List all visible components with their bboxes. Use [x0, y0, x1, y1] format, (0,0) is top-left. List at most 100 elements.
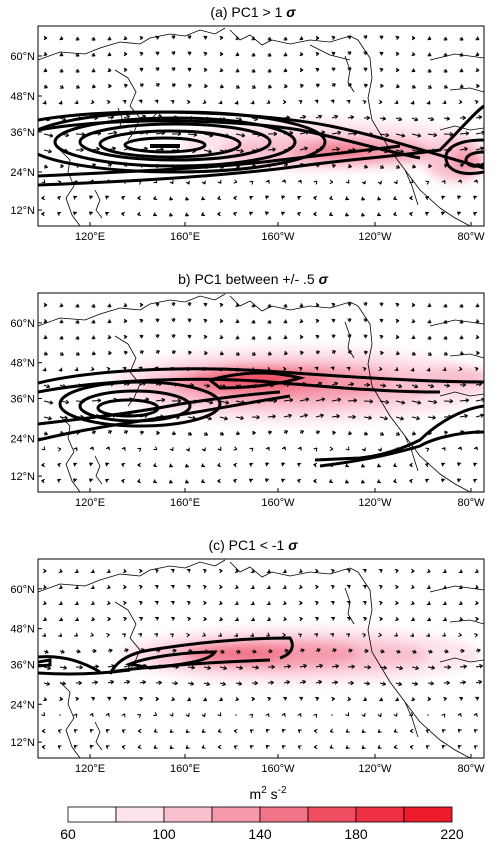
wind-vector [234, 746, 237, 749]
wind-vector [220, 303, 223, 307]
wind-vector [186, 745, 189, 748]
wind-vector [236, 682, 242, 686]
wind-vector [187, 586, 190, 589]
wind-vector [204, 303, 207, 306]
wind-vector [362, 213, 365, 216]
wind-vector [108, 335, 111, 338]
colorbar-cell [116, 807, 164, 822]
wind-vector [362, 464, 365, 467]
wind-vector [203, 601, 206, 605]
wind-vector [204, 335, 207, 339]
wind-vector [299, 569, 302, 572]
wind-vector [106, 730, 109, 733]
wind-vector [90, 633, 93, 636]
wind-vector [172, 319, 175, 322]
wind-vector [442, 448, 445, 451]
wind-vector [140, 68, 143, 71]
lat-label: 60°N [10, 584, 35, 596]
wind-vector [187, 569, 190, 572]
lat-label: 48°N [10, 358, 35, 370]
wind-vector [363, 569, 366, 572]
wind-vector [60, 336, 63, 339]
wind-vector [91, 585, 94, 588]
wind-vector [316, 36, 319, 40]
wind-vector [298, 447, 301, 450]
wind-vector [123, 601, 126, 605]
wind-vector [124, 52, 127, 56]
wind-vector [204, 432, 208, 435]
lon-label: 80°W [457, 497, 485, 509]
lon-label: 80°W [457, 763, 485, 775]
wind-vector [108, 617, 111, 621]
lon-label: 80°W [457, 231, 485, 243]
wind-vector [283, 569, 286, 572]
wind-vector [108, 52, 111, 55]
wind-vector [412, 117, 418, 120]
wind-vector [137, 715, 140, 718]
wind-vector [412, 416, 420, 420]
wind-vector [123, 569, 126, 572]
wind-vector [76, 681, 82, 685]
wind-vector [250, 746, 253, 749]
wind-vector [298, 196, 301, 199]
wind-vector [458, 212, 461, 215]
wind-vector [380, 117, 386, 121]
wind-vector [442, 730, 445, 733]
wind-vector [476, 68, 479, 72]
wind-vector [380, 303, 383, 306]
wind-vector [282, 713, 285, 716]
wind-vector [58, 746, 61, 749]
wind-vector [474, 447, 477, 450]
wind-vector [202, 713, 205, 716]
wind-vector [60, 352, 63, 355]
wind-vector [60, 303, 63, 306]
wind-vector [140, 303, 143, 307]
wind-vector [394, 729, 397, 732]
wind-vector [284, 335, 287, 338]
wind-vector [44, 303, 47, 307]
wind-vector [234, 196, 237, 200]
wind-vector [154, 745, 157, 748]
wind-vector [140, 431, 144, 434]
wind-vector [137, 448, 140, 451]
wind-vector [91, 569, 94, 572]
wind-vector [364, 68, 367, 71]
wind-vector [42, 729, 45, 733]
wind-vector [283, 100, 286, 104]
wind-vector [92, 53, 95, 56]
wind-vector [202, 448, 205, 451]
wind-vector [314, 479, 317, 483]
wind-vector [460, 414, 468, 418]
wind-vector [410, 479, 413, 483]
lon-label: 160°W [261, 497, 295, 509]
wind-vector [218, 463, 221, 466]
wind-vector [90, 196, 93, 199]
wind-vector [300, 68, 303, 72]
wind-vector [266, 212, 269, 215]
wind-vector [59, 697, 62, 701]
wind-vector [236, 85, 239, 88]
wind-vector [60, 36, 63, 39]
wind-vector [394, 196, 397, 199]
wind-vector [122, 212, 125, 216]
wind-vector [442, 714, 445, 717]
lat-label: 24°N [10, 433, 35, 445]
wind-vector [91, 601, 94, 604]
wind-vector [266, 463, 269, 466]
wind-vector [90, 447, 93, 450]
wind-vector [154, 463, 157, 466]
wind-vector [92, 37, 95, 40]
wind-vector [396, 351, 399, 354]
wind-vector [186, 464, 189, 467]
wind-vector [362, 745, 365, 748]
wind-vector [251, 601, 254, 604]
wind-vector [458, 729, 461, 732]
wind-vector [394, 212, 397, 215]
wind-vector [124, 335, 127, 339]
wind-vector [43, 617, 46, 620]
wind-vector [412, 319, 415, 322]
lat-label: 24°N [10, 167, 35, 179]
wind-vector [218, 447, 221, 450]
lat-label: 12°N [10, 471, 35, 483]
wind-vector [90, 479, 93, 482]
